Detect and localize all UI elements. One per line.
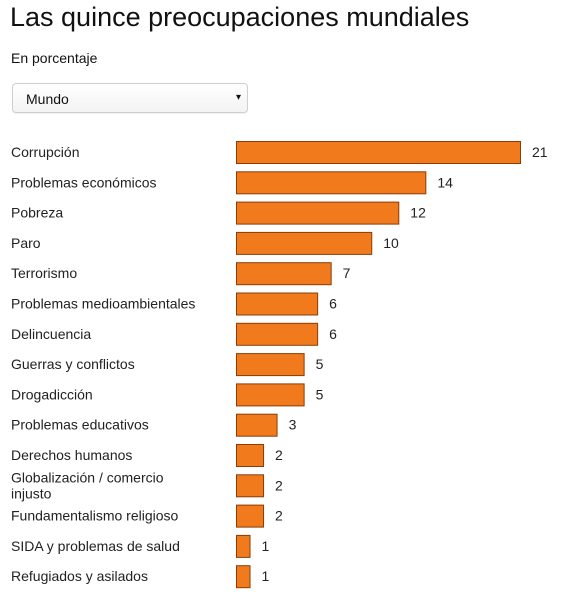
bar [236, 231, 373, 255]
category-label: Drogadicción [11, 386, 93, 402]
value-label: 2 [275, 447, 283, 463]
region-select[interactable]: Mundo ▾ [12, 83, 248, 113]
value-label: 6 [329, 326, 337, 342]
bar [236, 504, 265, 528]
region-select-value: Mundo [26, 91, 69, 107]
value-label: 12 [410, 205, 426, 221]
bar [236, 534, 251, 558]
value-label: 14 [437, 174, 453, 190]
bar [236, 292, 319, 316]
bar [236, 262, 332, 286]
bar [236, 353, 305, 377]
category-label: Problemas medioambientales [11, 296, 195, 312]
bar [236, 474, 265, 498]
value-label: 2 [275, 477, 283, 493]
category-label: Derechos humanos [11, 447, 132, 463]
category-label: Guerras y conflictos [11, 356, 135, 372]
bar [236, 171, 427, 195]
value-label: 5 [316, 386, 324, 402]
value-label: 6 [329, 296, 337, 312]
value-label: 5 [316, 356, 324, 372]
bar [236, 413, 278, 437]
value-label: 3 [289, 417, 297, 433]
bar [236, 565, 251, 589]
category-label: Refugiados y asilados [11, 568, 148, 584]
category-label: Paro [11, 235, 41, 251]
chart-subtitle: En porcentaje [11, 50, 98, 66]
value-label: 1 [262, 568, 270, 584]
category-label: SIDA y problemas de salud [11, 538, 180, 554]
chevron-down-icon: ▾ [235, 92, 241, 103]
value-label: 1 [262, 538, 270, 554]
value-label: 2 [275, 508, 283, 524]
category-label: Problemas económicos [11, 174, 157, 190]
chart-title: Las quince preocupaciones mundiales [10, 2, 470, 32]
category-label: Pobreza [11, 205, 63, 221]
value-label: 7 [343, 265, 351, 281]
category-label: Terrorismo [11, 265, 77, 281]
category-label: Delincuencia [11, 326, 91, 342]
value-label: 10 [383, 235, 399, 251]
bar [236, 141, 521, 164]
category-label: Fundamentalismo religioso [11, 508, 179, 524]
bar [236, 322, 319, 346]
bar [236, 201, 400, 225]
value-label: 21 [532, 144, 548, 160]
bar [236, 444, 265, 467]
category-label: Globalización / comercio injusto [11, 469, 164, 501]
bar [236, 383, 305, 407]
category-label: Corrupción [11, 144, 79, 160]
category-label: Problemas educativos [11, 417, 149, 433]
